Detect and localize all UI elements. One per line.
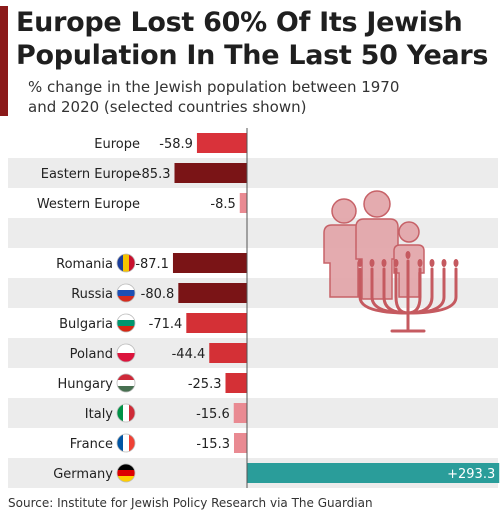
russia-flag-icon: [116, 283, 136, 303]
poland-flag-icon: [116, 343, 136, 363]
value-label-russia: -80.8: [141, 287, 175, 302]
category-label-russia: Russia: [71, 287, 113, 302]
value-label-western-europe: -8.5: [210, 197, 235, 212]
menorah-icon: [357, 251, 459, 333]
source-note: Source: Institute for Jewish Policy Rese…: [8, 496, 373, 510]
category-label-france: France: [70, 437, 113, 452]
bar-france: [233, 433, 247, 453]
bar-bulgaria: [186, 313, 247, 333]
bar-europe: [196, 133, 247, 153]
value-label-bulgaria: -71.4: [149, 317, 183, 332]
category-label-germany: Germany: [53, 467, 113, 482]
row-band: [8, 398, 498, 428]
category-label-poland: Poland: [70, 347, 113, 362]
value-label-europe: -58.9: [159, 137, 193, 152]
bar-eastern-europe: [174, 163, 247, 183]
bar-western-europe: [239, 193, 247, 213]
category-label-italy: Italy: [85, 407, 114, 422]
bar-russia: [178, 283, 247, 303]
category-label-bulgaria: Bulgaria: [59, 317, 113, 332]
chart-title: Europe Lost 60% Of Its Jewish Population…: [16, 7, 489, 71]
value-label-poland: -44.4: [172, 347, 206, 362]
bar-germany: [247, 463, 500, 483]
bar-chart: Europe -58.9 Eastern Europe-85.3 Western Eu…: [8, 128, 500, 488]
value-label-italy: -15.6: [196, 407, 230, 422]
value-label-eastern-europe: -85.3: [137, 167, 171, 182]
category-label-western-europe: Western Europe: [37, 197, 140, 212]
bar-romania: [172, 253, 247, 273]
row-band: [8, 158, 498, 188]
category-label-eastern-europe: Eastern Europe: [41, 167, 140, 182]
bar-hungary: [225, 373, 247, 393]
category-label-romania: Romania: [56, 257, 113, 272]
france-flag-icon: [116, 433, 136, 453]
row-band: [8, 338, 498, 368]
value-label-romania: -87.1: [135, 257, 169, 272]
row-band: [8, 218, 498, 248]
title-accent-bar: [0, 6, 8, 116]
hungary-flag-icon: [116, 373, 136, 393]
bar-poland: [209, 343, 247, 363]
category-label-hungary: Hungary: [57, 377, 113, 392]
italy-flag-icon: [116, 403, 136, 423]
family-icon: [323, 190, 425, 300]
category-label-europe: Europe: [94, 137, 140, 152]
bar-italy: [233, 403, 247, 423]
value-label-germany: +293.3: [447, 467, 495, 482]
romania-flag-icon: [116, 253, 136, 273]
value-label-france: -15.3: [196, 437, 230, 452]
bulgaria-flag-icon: [116, 313, 136, 333]
value-label-hungary: -25.3: [188, 377, 222, 392]
germany-flag-icon: [116, 463, 136, 483]
chart-subtitle: % change in the Jewish population betwee…: [28, 78, 400, 116]
